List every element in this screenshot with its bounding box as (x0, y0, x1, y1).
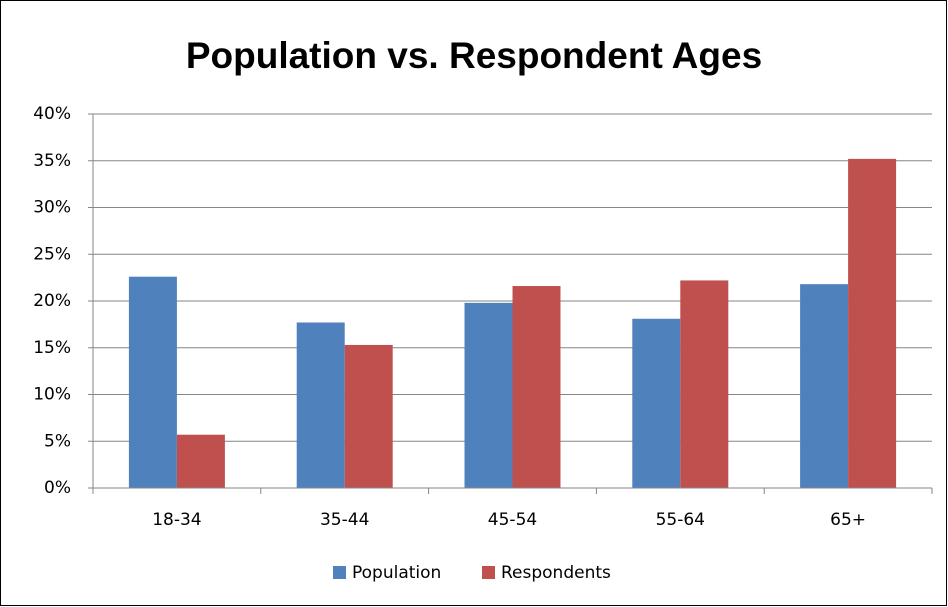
y-tick-label: 20% (33, 291, 71, 311)
x-tick-label: 65+ (830, 510, 866, 530)
y-tick-label: 35% (33, 151, 71, 171)
y-tick-label: 30% (33, 198, 71, 218)
bar (680, 280, 729, 488)
bar (176, 434, 225, 488)
y-tick-label: 15% (33, 338, 71, 358)
x-tick-label: 45-54 (488, 510, 537, 530)
bar (344, 344, 393, 488)
bar (128, 276, 177, 488)
bar (296, 322, 345, 488)
bar (848, 158, 897, 488)
legend-swatch (333, 566, 346, 579)
bar (512, 286, 561, 488)
bar (800, 284, 849, 488)
y-tick-label: 25% (33, 244, 71, 264)
y-tick-label: 40% (33, 104, 71, 124)
x-tick-label: 35-44 (320, 510, 369, 530)
x-tick-label: 18-34 (152, 510, 201, 530)
y-tick-label: 10% (33, 385, 71, 405)
legend-label: Respondents (501, 563, 611, 583)
bar (464, 302, 513, 488)
legend-label: Population (352, 563, 441, 583)
chart-title: Population vs. Respondent Ages (186, 35, 762, 76)
y-tick-label: 5% (44, 431, 71, 451)
x-tick-label: 55-64 (656, 510, 705, 530)
legend-swatch (482, 566, 495, 579)
bar (632, 318, 681, 488)
y-tick-label: 0% (44, 478, 71, 498)
